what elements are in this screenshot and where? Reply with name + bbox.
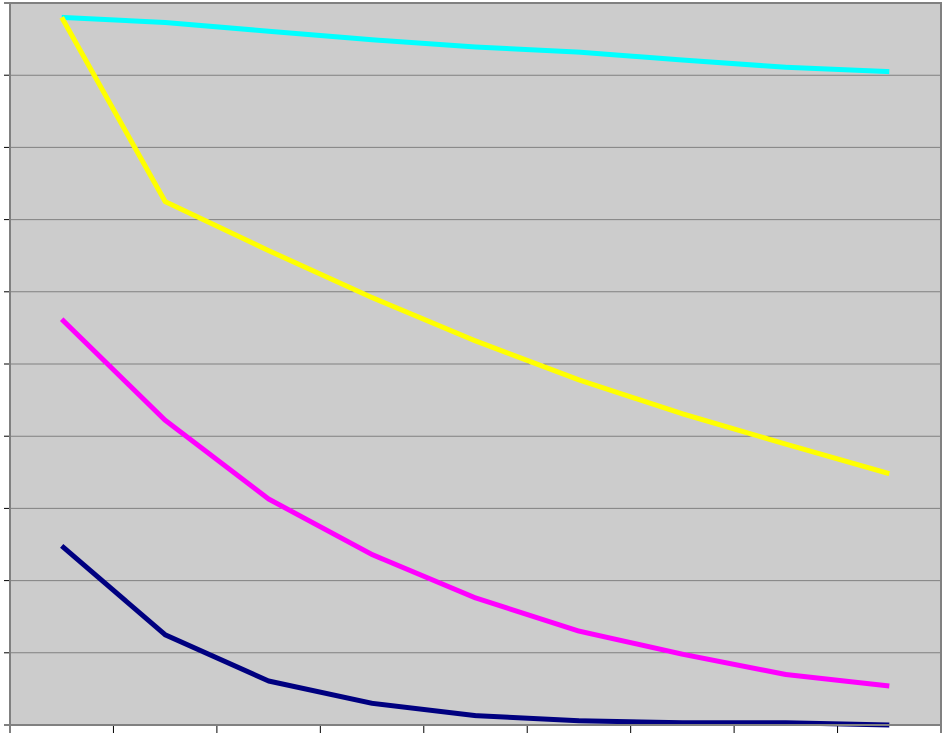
series-group: [59, 14, 890, 728]
series-line-1: [61, 14, 890, 75]
series-line-3: [59, 317, 890, 689]
series-line-2: [59, 16, 890, 477]
gridlines: [10, 74, 941, 654]
plot-border: [9, 2, 942, 726]
series-line-4: [60, 544, 890, 728]
